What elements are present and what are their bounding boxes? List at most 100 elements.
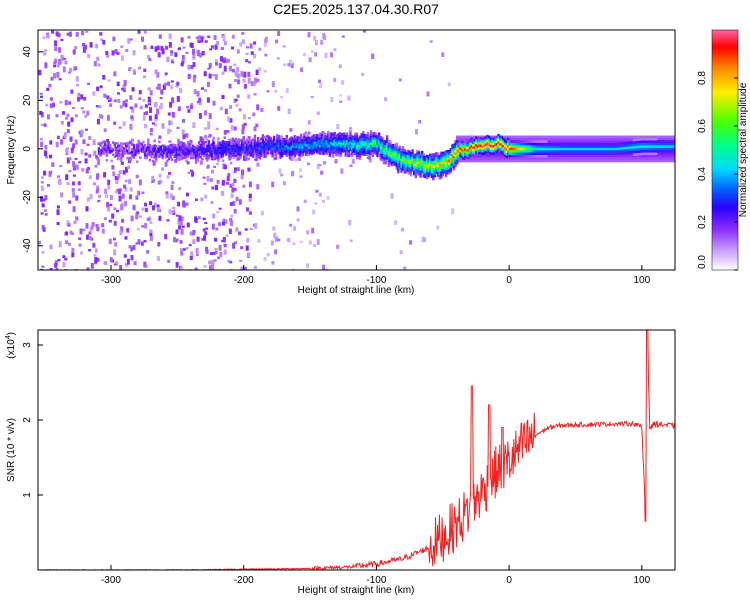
- spectrogram-cell: [165, 191, 169, 194]
- spectrogram-cell: [665, 157, 668, 160]
- spectrogram-cell: [671, 135, 674, 139]
- spectrogram-cell: [435, 152, 438, 155]
- spectrogram-cell: [296, 141, 300, 144]
- spectrogram-cell: [344, 134, 347, 138]
- spectrogram-cell: [249, 43, 253, 49]
- spectrogram-cell: [553, 140, 557, 143]
- spectrogram-cell: [158, 140, 161, 144]
- spectrogram-cell: [247, 94, 251, 99]
- spectrogram-cell: [487, 152, 491, 155]
- spectrogram-cell: [306, 148, 309, 152]
- spectrogram-cell: [373, 134, 376, 137]
- spectrogram-cell: [462, 157, 465, 160]
- spectrogram-cell: [46, 34, 50, 39]
- spectrogram-cell: [333, 136, 336, 140]
- spectrogram-cell: [121, 193, 125, 199]
- spectrogram-cell: [260, 210, 264, 216]
- spectrogram-cell: [587, 154, 590, 158]
- spectrogram-cell: [143, 75, 146, 79]
- spectrogram-cell: [40, 111, 44, 118]
- spectrogram-cell: [271, 152, 274, 155]
- spectrogram-cell: [502, 142, 505, 146]
- snr-frame: [37, 329, 676, 571]
- spectrogram-cell: [452, 150, 456, 154]
- spectrogram-cell: [195, 253, 199, 256]
- spectrogram-cell: [401, 155, 405, 159]
- spectrogram-cell: [540, 150, 543, 153]
- spectrogram-cell: [464, 137, 467, 141]
- spectrogram-cell: [378, 137, 381, 140]
- spectrogram-cell: [236, 153, 239, 156]
- spectrogram-cell: [516, 152, 519, 155]
- spectrogram-cell: [41, 204, 45, 208]
- spectrogram-cell: [607, 152, 610, 155]
- spectrogram-cell: [414, 168, 417, 171]
- spectrogram-cell: [489, 137, 492, 140]
- spectrogram-cell: [206, 97, 210, 103]
- spectrogram-cell: [264, 140, 268, 144]
- spectrogram-cell: [417, 168, 421, 171]
- spectrogram-cell: [42, 227, 46, 232]
- spectrogram-cell: [579, 135, 582, 139]
- spectrogram-cell: [529, 150, 532, 153]
- spectrogram-cell: [443, 161, 446, 164]
- spectrogram-cell: [244, 143, 247, 147]
- spectrogram-cell: [223, 130, 227, 135]
- spectrogram-cell: [370, 135, 373, 138]
- spectrogram-cell: [612, 150, 615, 153]
- spectrogram-cell: [553, 150, 556, 153]
- spectrogram-cell: [237, 138, 241, 141]
- spectrogram-cell: [510, 147, 513, 151]
- spectrogram-cell: [223, 60, 227, 63]
- spectrogram-cell: [500, 145, 503, 149]
- spectrogram-cell: [177, 201, 181, 207]
- spectrogram-cell: [169, 193, 173, 199]
- spectrogram-cell: [516, 154, 519, 158]
- spectrogram-cell: [75, 32, 79, 37]
- spectrogram-cell: [343, 137, 346, 140]
- spectrogram-cell: [491, 152, 494, 155]
- spectrogram-cell: [635, 135, 638, 139]
- spectrogram-cell: [231, 144, 234, 148]
- spectrogram-cell: [579, 137, 582, 141]
- spectrogram-cell: [306, 144, 309, 147]
- spectrogram-cell: [392, 153, 395, 157]
- spectrogram-cell: [499, 140, 502, 143]
- spectrogram-cell: [451, 165, 454, 169]
- spectrogram-cell: [548, 142, 551, 146]
- spectrogram-cell: [71, 147, 75, 151]
- spectrogram-cell: [475, 143, 478, 147]
- spectrogram-cell: [309, 137, 312, 140]
- spectrogram-cell: [191, 154, 195, 157]
- spectrogram-cell: [158, 34, 162, 39]
- spectrogram-cell: [182, 202, 186, 208]
- spectrogram-cell: [392, 163, 395, 166]
- spectrogram-cell: [666, 150, 669, 153]
- spectrogram-cell: [591, 140, 594, 143]
- spectrogram-cell: [245, 155, 249, 161]
- spectrogram-cell: [38, 241, 42, 245]
- spectrogram-cell: [416, 166, 419, 170]
- spectrogram-cell: [366, 137, 370, 140]
- spectrogram-cell: [284, 147, 287, 151]
- spectrogram-cell: [131, 87, 135, 92]
- spectrogram-cell: [91, 222, 95, 227]
- spectrogram-cell: [161, 167, 164, 171]
- spectrogram-cell: [539, 135, 543, 139]
- spectrogram-cell: [174, 149, 177, 152]
- spectrogram-cell: [549, 157, 553, 160]
- spectrogram-cell: [168, 33, 172, 40]
- spectrogram-cell: [527, 150, 531, 153]
- spectrogram-cell: [650, 152, 653, 155]
- spectrogram-cell: [583, 145, 586, 148]
- spectrogram-cell: [250, 146, 253, 150]
- spectrogram-cell: [477, 159, 481, 163]
- spectrogram-cell: [303, 142, 306, 146]
- spectrogram-cell: [583, 150, 586, 153]
- spectrogram-cell: [244, 141, 247, 144]
- spectrogram-cell: [224, 108, 228, 115]
- spectrogram-cell: [650, 145, 653, 148]
- spectrogram-cell: [325, 144, 328, 148]
- spectrogram-cell: [357, 149, 360, 153]
- spectrogram-cell: [142, 115, 146, 121]
